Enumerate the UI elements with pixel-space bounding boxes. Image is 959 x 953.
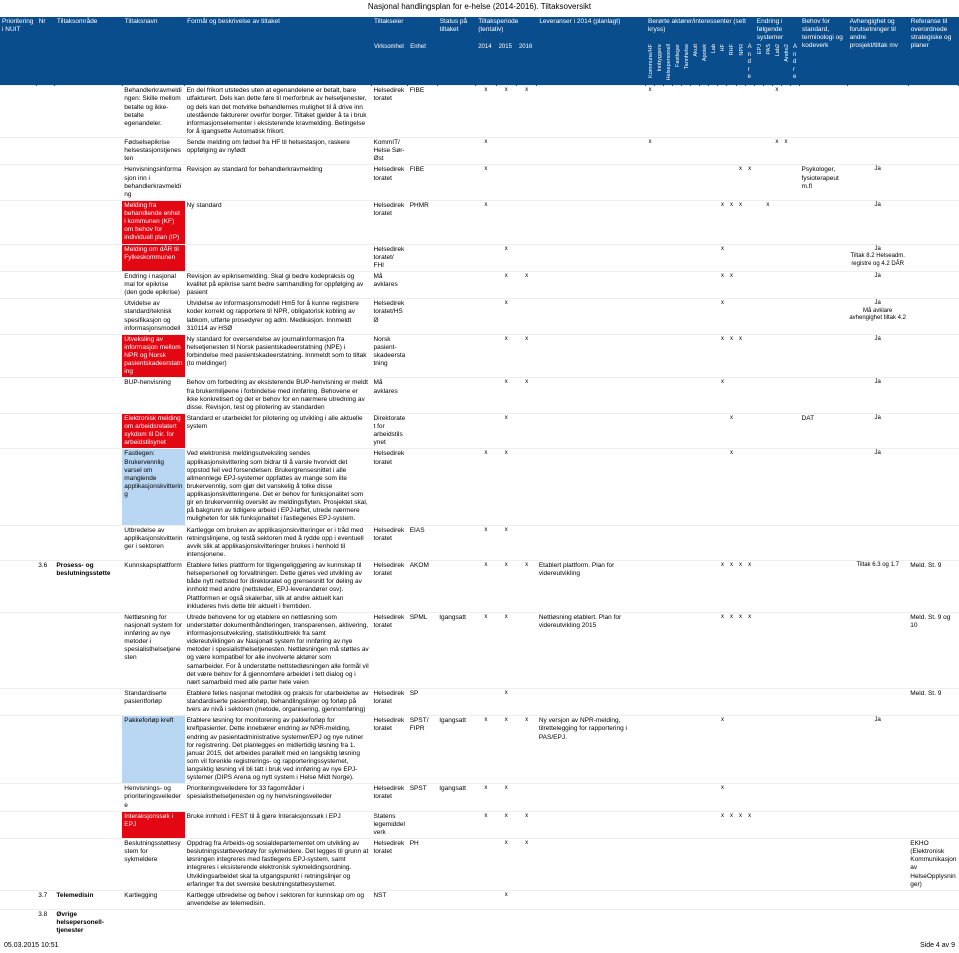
- footer-date: 05.03.2015 10:51: [4, 942, 59, 949]
- ef1: PAS: [763, 43, 772, 85]
- col-enhet: Enhet: [408, 43, 437, 85]
- table-row: Standardiserte pasientforløpEtablere fel…: [0, 688, 959, 715]
- table-row: Fødselsepikrise helsestasjonstjenestenSe…: [0, 138, 959, 165]
- col-virk: Virksomhet: [371, 43, 407, 85]
- col-nr: Nr: [36, 17, 54, 86]
- page-title: Nasjonal handlingsplan for e-helse (2014…: [0, 0, 959, 17]
- col-ref: Referanse til overordnede strategiske og…: [908, 17, 958, 86]
- table-row: Endring i nasjonal mal for epikrise (den…: [0, 271, 959, 298]
- col-tp: Tiltaksperiode (tentativ): [476, 17, 537, 43]
- col-lev: Leveranser i 2014 (planlagt): [537, 17, 646, 86]
- ba6: Apotek: [700, 43, 709, 85]
- table-row: 3.6Prosess- og beslutningsstøtteKunnskap…: [0, 561, 959, 613]
- footer: 05.03.2015 10:51 Side 4 av 9: [0, 936, 959, 953]
- ba5: Akutt: [691, 43, 700, 85]
- col-pri: Prioritering i NUIT: [0, 17, 36, 86]
- col-avh: Avhengighet og forutsetninger til andre …: [847, 17, 908, 86]
- table-row: 3.8Øvrige helsepersonell-tjenester: [0, 910, 959, 937]
- col-2016: 2016: [516, 43, 536, 85]
- table-header: Prioritering i NUIT Nr Tiltaksområde Til…: [0, 17, 959, 86]
- col-2015: 2015: [496, 43, 516, 85]
- table-row: Melding om dÅR til FylkeskommunenHelsedi…: [0, 244, 959, 271]
- table-row: Utbredelse av applikasjonskvitteringer i…: [0, 525, 959, 561]
- footer-page: Side 4 av 9: [920, 942, 955, 949]
- col-beh: Behov for standard, terminologi og kodev…: [800, 17, 848, 86]
- table-row: Utveksling av informasjon mellom NPR og …: [0, 334, 959, 378]
- main-table: Prioritering i NUIT Nr Tiltaksområde Til…: [0, 17, 959, 936]
- ba3: Fastleger: [673, 43, 682, 85]
- ba10: NPR: [736, 43, 745, 85]
- col-stat: Status på tiltaket: [437, 17, 476, 86]
- ba7: Lab: [709, 43, 718, 85]
- ef3: Andre2: [781, 43, 790, 85]
- col-omr: Tiltaksområde: [54, 17, 122, 86]
- table-row: Fastlegen: Brukervennlig varsel om mangl…: [0, 449, 959, 525]
- col-navn: Tiltaksnavn: [122, 17, 184, 86]
- table-row: Interaksjonssøk i EPJBruke innhold i FES…: [0, 811, 959, 838]
- ef0: EPJ: [754, 43, 763, 85]
- table-row: 3.7TelemedisinKartleggingKartlegge utbre…: [0, 890, 959, 909]
- table-row: Behandlerkravmeldingen: Skille mellom be…: [0, 86, 959, 138]
- ba8: HF: [718, 43, 727, 85]
- table-row: Henvisningsinformasjon inn i behandlerkr…: [0, 165, 959, 201]
- ba9: RHF: [727, 43, 736, 85]
- ba1: Innbyggere: [655, 43, 664, 85]
- table-body: Behandlerkravmeldingen: Skille mellom be…: [0, 86, 959, 937]
- col-ef: Endring i følgende systemer: [754, 17, 799, 43]
- table-row: Pakkeforløp kreftEtablere løsning for mo…: [0, 716, 959, 784]
- table-row: Nettløsning for nasjonalt system for inn…: [0, 612, 959, 688]
- ba-andre: Andre: [745, 43, 754, 85]
- ef-andre: Andre: [790, 43, 799, 85]
- col-form: Formål og beskrivelse av tiltaket: [185, 17, 372, 86]
- ba0: Kommune/HF: [646, 43, 655, 85]
- table-row: BUP-henvisningBehov om forbedring av eks…: [0, 378, 959, 414]
- table-row: Utvidelse av standard/teknisk spesifikas…: [0, 299, 959, 335]
- ba2: Helsepersonell: [664, 43, 673, 85]
- col-eier: Tiltakseier: [371, 17, 437, 43]
- table-row: Melding fra behandlende enhet i kommunen…: [0, 200, 959, 244]
- ef2: Lab2: [772, 43, 781, 85]
- col-ba: Berørte aktører/interessenter (sett krys…: [646, 17, 755, 43]
- ba4: Tannhelse: [682, 43, 691, 85]
- table-row: Elektronisk melding om arbeidsrelatert s…: [0, 413, 959, 449]
- col-2014: 2014: [476, 43, 496, 85]
- table-row: Beslutningsstøttesystem for sykmeldereOp…: [0, 839, 959, 891]
- table-row: Henvisnings- og prioriteringsveilederePr…: [0, 784, 959, 811]
